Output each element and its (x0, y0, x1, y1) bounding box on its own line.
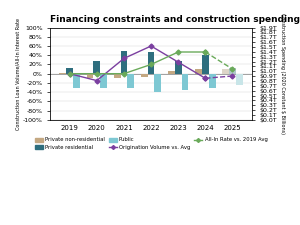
Bar (87, 74, 93, 78)
Bar (168, 71, 175, 74)
Bar (209, 74, 215, 88)
Bar (100, 74, 107, 88)
Bar (154, 74, 161, 92)
Bar (127, 74, 134, 88)
Bar (182, 74, 188, 90)
Bar (148, 52, 154, 74)
Bar (222, 69, 229, 74)
Bar (141, 74, 148, 77)
Bar (195, 69, 202, 74)
Bar (121, 51, 127, 74)
Bar (236, 74, 243, 85)
Bar (229, 68, 236, 74)
Text: Financing constraints and construction spending: Financing constraints and construction s… (50, 15, 300, 24)
Y-axis label: Construction Spending (2020 Constant $ Billions): Construction Spending (2020 Constant $ B… (280, 13, 285, 134)
Bar (202, 55, 209, 74)
Bar (175, 61, 181, 74)
Bar (73, 74, 80, 88)
Bar (114, 74, 121, 78)
Bar (59, 73, 66, 74)
Y-axis label: Construction Loan Volume/All-In Interest Rate: Construction Loan Volume/All-In Interest… (15, 18, 20, 130)
Bar (66, 68, 73, 74)
Legend: Private non-residential, Private residential, Public, Origination Volume vs. Avg: Private non-residential, Private residen… (33, 135, 269, 152)
Bar (93, 61, 100, 74)
